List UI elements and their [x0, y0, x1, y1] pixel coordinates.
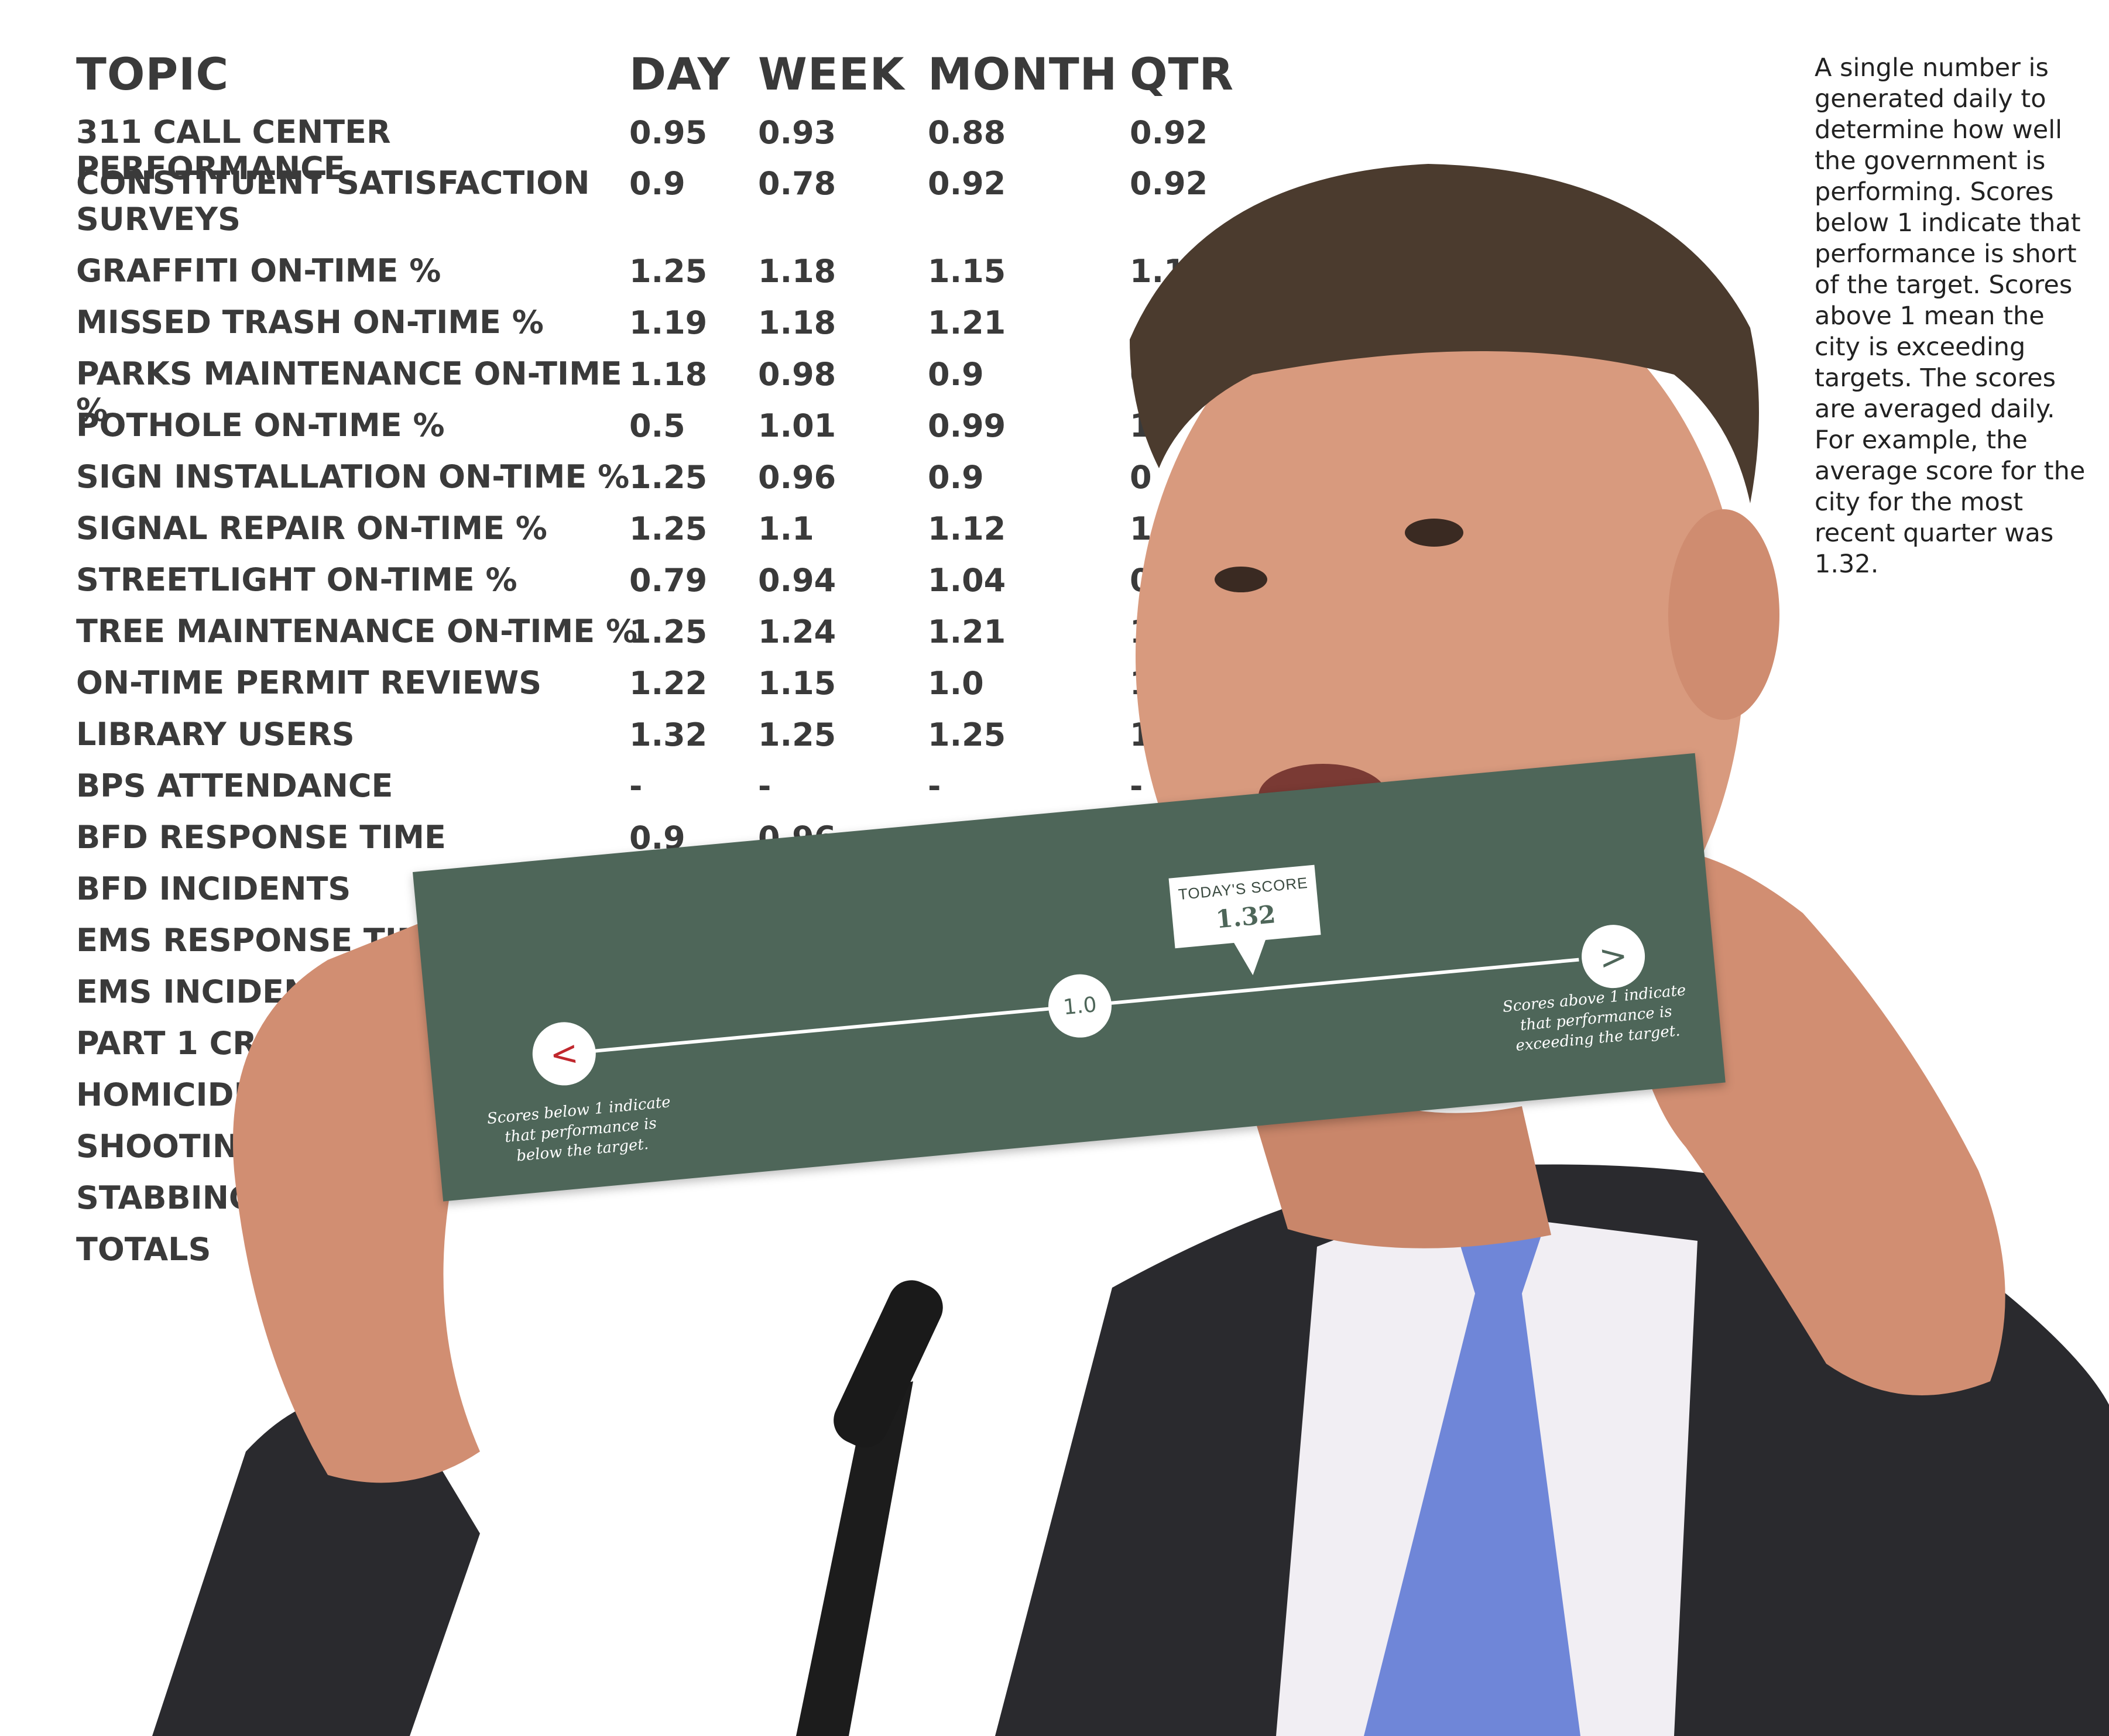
microphone: [834, 1280, 943, 1448]
cell-day: 0.5: [629, 407, 685, 444]
cell-week: 0.98: [758, 356, 836, 393]
next-button[interactable]: >: [1579, 922, 1648, 991]
cell-qtr: -: [1130, 768, 1143, 805]
cell-week: 1.24: [758, 613, 836, 650]
below-target-note: Scores below 1 indicate that performance…: [486, 1093, 671, 1165]
cell-week: 1.15: [758, 665, 836, 702]
row-topic: CONSTITUENT SATISFACTION SURVEYS: [76, 164, 590, 238]
tie: [1364, 1217, 1580, 1736]
cell-month: 1.25: [928, 716, 1006, 753]
cell-week: 0.93: [758, 114, 836, 151]
cell-month: 1.04: [928, 562, 1006, 599]
row-topic: POTHOLE ON-TIME %: [76, 407, 445, 444]
previous-button[interactable]: <: [530, 1019, 599, 1089]
cell-month: 0.88: [928, 114, 1006, 151]
target-marker: 1.0: [1045, 971, 1114, 1041]
row-topic: STREETLIGHT ON-TIME %: [76, 561, 517, 598]
row-topic: TREE MAINTENANCE ON-TIME %: [76, 613, 638, 650]
cell-month: 0.9: [928, 459, 984, 496]
cell-week: 1.01: [758, 407, 836, 444]
row-topic: GRAFFITI ON-TIME %: [76, 252, 441, 289]
cell-month: 1.12: [928, 510, 1006, 547]
cell-month: 1.21: [928, 304, 1006, 341]
cell-week: 0.78: [758, 165, 836, 202]
cell-week: 0.96: [758, 459, 836, 496]
row-topic: TOTALS: [76, 1231, 211, 1268]
cell-month: 0.99: [928, 407, 1006, 444]
cell-day: 0.9: [629, 165, 685, 202]
cell-month: 0.92: [928, 165, 1006, 202]
cell-day: 1.25: [629, 253, 708, 290]
row-topic: BFD INCIDENTS: [76, 870, 351, 907]
explanatory-caption: A single number is generated daily to de…: [1815, 53, 2086, 579]
header-topic: TOPIC: [76, 48, 229, 100]
cell-week: 1.18: [758, 253, 836, 290]
cell-day: 1.18: [629, 356, 708, 393]
hair: [1130, 164, 1759, 503]
cell-month: 1.0: [928, 665, 984, 702]
cell-week: 1.18: [758, 304, 836, 341]
cell-week: 1.1: [758, 510, 814, 547]
cell-day: -: [629, 768, 643, 805]
cell-week: 0.94: [758, 562, 836, 599]
header-qtr: QTR: [1130, 48, 1234, 100]
row-topic: PARKS MAINTENANCE ON-TIME %: [76, 355, 622, 428]
cell-week: -: [758, 768, 771, 805]
row-topic: MISSED TRASH ON-TIME %: [76, 304, 544, 341]
cell-week: 1.25: [758, 716, 836, 753]
microphone-stand: [796, 1381, 913, 1736]
left-hand: [233, 913, 480, 1483]
cell-day: 1.25: [629, 459, 708, 496]
cell-day: 1.25: [629, 510, 708, 547]
cell-month: 1.21: [928, 613, 1006, 650]
above-target-note: Scores above 1 indicate that performance…: [1501, 982, 1687, 1055]
header-week: WEEK: [758, 48, 905, 100]
row-topic: LIBRARY USERS: [76, 716, 355, 753]
row-topic: BFD RESPONSE TIME: [76, 819, 446, 856]
cell-qtr: 0.92: [1130, 114, 1208, 151]
row-topic: SIGNAL REPAIR ON-TIME %: [76, 510, 547, 547]
cell-qtr: 0: [1130, 459, 1152, 496]
right-hand: [1626, 849, 2005, 1395]
cell-month: 1.15: [928, 253, 1006, 290]
cell-month: -: [928, 768, 941, 805]
row-topic: 311 CALL CENTER PERFORMANCE: [76, 114, 391, 187]
cell-day: 1.22: [629, 665, 708, 702]
row-topic: BPS ATTENDANCE: [76, 767, 393, 804]
cell-day: 1.25: [629, 613, 708, 650]
cell-day: 0.95: [629, 114, 708, 151]
cell-day: 0.79: [629, 562, 708, 599]
row-topic: ON-TIME PERMIT REVIEWS: [76, 664, 542, 701]
header-day: DAY: [629, 48, 731, 100]
cell-qtr: 0.92: [1130, 165, 1208, 202]
todays-score-bubble: TODAY'S SCORE 1.32: [1168, 864, 1321, 949]
header-month: MONTH: [928, 48, 1118, 100]
cell-month: 0.9: [928, 356, 984, 393]
row-topic: SIGN INSTALLATION ON-TIME %: [76, 458, 630, 495]
cell-day: 1.19: [629, 304, 708, 341]
cell-day: 1.32: [629, 716, 708, 753]
